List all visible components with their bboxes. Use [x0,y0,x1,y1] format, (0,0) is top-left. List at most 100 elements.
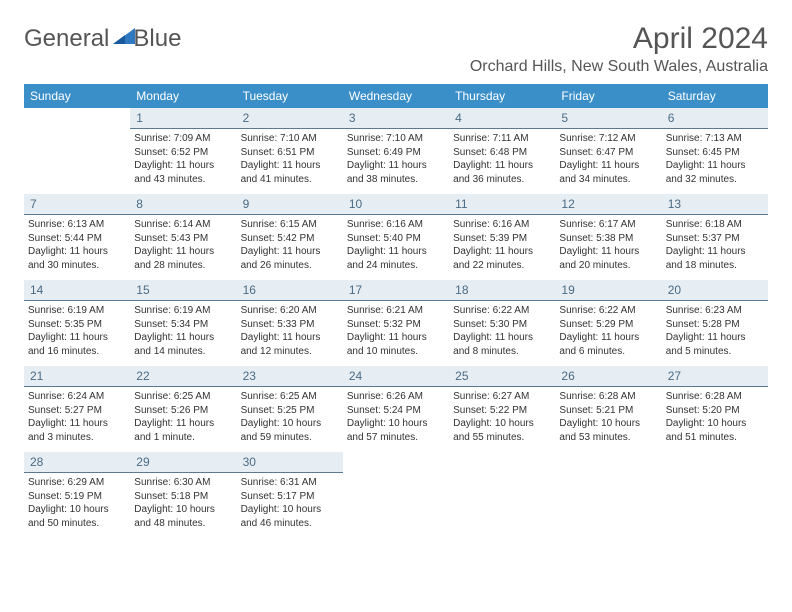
day-details: Sunrise: 6:21 AMSunset: 5:32 PMDaylight:… [347,304,445,358]
day-number: 15 [130,280,236,301]
day-number: 3 [343,108,449,129]
day-details: Sunrise: 6:24 AMSunset: 5:27 PMDaylight:… [28,390,126,444]
day-details: Sunrise: 7:12 AMSunset: 6:47 PMDaylight:… [559,132,657,186]
day-details: Sunrise: 6:23 AMSunset: 5:28 PMDaylight:… [666,304,764,358]
day-details: Sunrise: 6:28 AMSunset: 5:21 PMDaylight:… [559,390,657,444]
day-details: Sunrise: 6:22 AMSunset: 5:30 PMDaylight:… [453,304,551,358]
day-cell: 7 Sunrise: 6:13 AMSunset: 5:44 PMDaylight… [24,194,130,280]
day-headers-row: SundayMondayTuesdayWednesdayThursdayFrid… [24,84,768,108]
page-header: General Blue April 2024 Orchard Hills, N… [24,22,768,76]
day-number: 7 [24,194,130,215]
day-number [662,452,768,472]
day-cell: 11 Sunrise: 6:16 AMSunset: 5:39 PMDayligh… [449,194,555,280]
day-number: 22 [130,366,236,387]
day-number: 21 [24,366,130,387]
calendar-week: 7 Sunrise: 6:13 AMSunset: 5:44 PMDaylight… [24,194,768,280]
day-header: Saturday [662,84,768,108]
day-cell: 3 Sunrise: 7:10 AMSunset: 6:49 PMDaylight… [343,108,449,194]
day-details: Sunrise: 6:18 AMSunset: 5:37 PMDaylight:… [666,218,764,272]
day-cell: 21 Sunrise: 6:24 AMSunset: 5:27 PMDayligh… [24,366,130,452]
month-title: April 2024 [470,22,768,56]
day-details: Sunrise: 6:26 AMSunset: 5:24 PMDaylight:… [347,390,445,444]
day-details: Sunrise: 7:11 AMSunset: 6:48 PMDaylight:… [453,132,551,186]
day-details: Sunrise: 6:17 AMSunset: 5:38 PMDaylight:… [559,218,657,272]
day-cell: 15Sunrise: 6:19 AMSunset: 5:34 PMDayligh… [130,280,236,366]
day-details: Sunrise: 6:14 AMSunset: 5:43 PMDaylight:… [134,218,232,272]
day-details: Sunrise: 6:16 AMSunset: 5:39 PMDaylight:… [453,218,551,272]
day-cell: 22 Sunrise: 6:25 AMSunset: 5:26 PMDayligh… [130,366,236,452]
day-cell: 2Sunrise: 7:10 AMSunset: 6:51 PMDaylight… [237,108,343,194]
day-number: 1 [130,108,236,129]
calendar-grid: SundayMondayTuesdayWednesdayThursdayFrid… [24,84,768,538]
day-cell: 19Sunrise: 6:22 AMSunset: 5:29 PMDayligh… [555,280,661,366]
day-number: 18 [449,280,555,301]
day-number: 14 [24,280,130,301]
day-cell: 9 Sunrise: 6:15 AMSunset: 5:42 PMDaylight… [237,194,343,280]
day-cell: 12 Sunrise: 6:17 AMSunset: 5:38 PMDayligh… [555,194,661,280]
day-number: 26 [555,366,661,387]
day-details: Sunrise: 6:15 AMSunset: 5:42 PMDaylight:… [241,218,339,272]
day-number: 9 [237,194,343,215]
day-cell [555,452,661,538]
day-number: 12 [555,194,661,215]
day-cell [662,452,768,538]
day-details: Sunrise: 7:10 AMSunset: 6:49 PMDaylight:… [347,132,445,186]
day-details: Sunrise: 6:16 AMSunset: 5:40 PMDaylight:… [347,218,445,272]
day-number: 17 [343,280,449,301]
day-number: 27 [662,366,768,387]
day-cell: 14Sunrise: 6:19 AMSunset: 5:35 PMDayligh… [24,280,130,366]
day-header: Friday [555,84,661,108]
day-number: 30 [237,452,343,473]
location-text: Orchard Hills, New South Wales, Australi… [470,58,768,76]
day-details: Sunrise: 6:29 AMSunset: 5:19 PMDaylight:… [28,476,126,530]
day-cell: 4Sunrise: 7:11 AMSunset: 6:48 PMDaylight… [449,108,555,194]
day-cell: 28 Sunrise: 6:29 AMSunset: 5:19 PMDayligh… [24,452,130,538]
day-number: 28 [24,452,130,473]
day-details: Sunrise: 6:30 AMSunset: 5:18 PMDaylight:… [134,476,232,530]
day-details: Sunrise: 6:28 AMSunset: 5:20 PMDaylight:… [666,390,764,444]
day-cell: 1 Sunrise: 7:09 AMSunset: 6:52 PMDaylight… [130,108,236,194]
day-cell: 24Sunrise: 6:26 AMSunset: 5:24 PMDayligh… [343,366,449,452]
day-cell: 29 Sunrise: 6:30 AMSunset: 5:18 PMDayligh… [130,452,236,538]
day-header: Tuesday [237,84,343,108]
calendar-week: 14Sunrise: 6:19 AMSunset: 5:35 PMDayligh… [24,280,768,366]
day-cell: 8 Sunrise: 6:14 AMSunset: 5:43 PMDaylight… [130,194,236,280]
day-details: Sunrise: 6:13 AMSunset: 5:44 PMDaylight:… [28,218,126,272]
day-cell [343,452,449,538]
day-details: Sunrise: 6:31 AMSunset: 5:17 PMDaylight:… [241,476,339,530]
day-details: Sunrise: 6:27 AMSunset: 5:22 PMDaylight:… [453,390,551,444]
day-cell: 25Sunrise: 6:27 AMSunset: 5:22 PMDayligh… [449,366,555,452]
day-details: Sunrise: 7:13 AMSunset: 6:45 PMDaylight:… [666,132,764,186]
day-details: Sunrise: 6:20 AMSunset: 5:33 PMDaylight:… [241,304,339,358]
day-details: Sunrise: 7:10 AMSunset: 6:51 PMDaylight:… [241,132,339,186]
day-header: Wednesday [343,84,449,108]
day-details: Sunrise: 7:09 AMSunset: 6:52 PMDaylight:… [134,132,232,186]
day-header: Sunday [24,84,130,108]
calendar-weeks: 1 Sunrise: 7:09 AMSunset: 6:52 PMDaylight… [24,108,768,538]
day-header: Monday [130,84,236,108]
day-cell: 26 Sunrise: 6:28 AMSunset: 5:21 PMDayligh… [555,366,661,452]
day-number [343,452,449,472]
day-cell [449,452,555,538]
day-number [555,452,661,472]
day-cell: 17 Sunrise: 6:21 AMSunset: 5:32 PMDayligh… [343,280,449,366]
day-cell: 16Sunrise: 6:20 AMSunset: 5:33 PMDayligh… [237,280,343,366]
title-block: April 2024 Orchard Hills, New South Wale… [470,22,768,76]
day-number: 29 [130,452,236,473]
day-cell [24,108,130,194]
day-cell: 23Sunrise: 6:25 AMSunset: 5:25 PMDayligh… [237,366,343,452]
day-cell: 27 Sunrise: 6:28 AMSunset: 5:20 PMDayligh… [662,366,768,452]
day-number: 11 [449,194,555,215]
day-cell: 5Sunrise: 7:12 AMSunset: 6:47 PMDaylight… [555,108,661,194]
day-number [24,108,130,128]
day-details: Sunrise: 6:25 AMSunset: 5:26 PMDaylight:… [134,390,232,444]
brand-word-2: Blue [133,25,181,53]
day-number: 8 [130,194,236,215]
day-number: 23 [237,366,343,387]
day-cell: 18 Sunrise: 6:22 AMSunset: 5:30 PMDayligh… [449,280,555,366]
calendar-week: 1 Sunrise: 7:09 AMSunset: 6:52 PMDaylight… [24,108,768,194]
brand-logo: General Blue [24,22,181,55]
day-number: 19 [555,280,661,301]
calendar-page: General Blue April 2024 Orchard Hills, N… [0,0,792,560]
day-cell: 30 Sunrise: 6:31 AMSunset: 5:17 PMDayligh… [237,452,343,538]
